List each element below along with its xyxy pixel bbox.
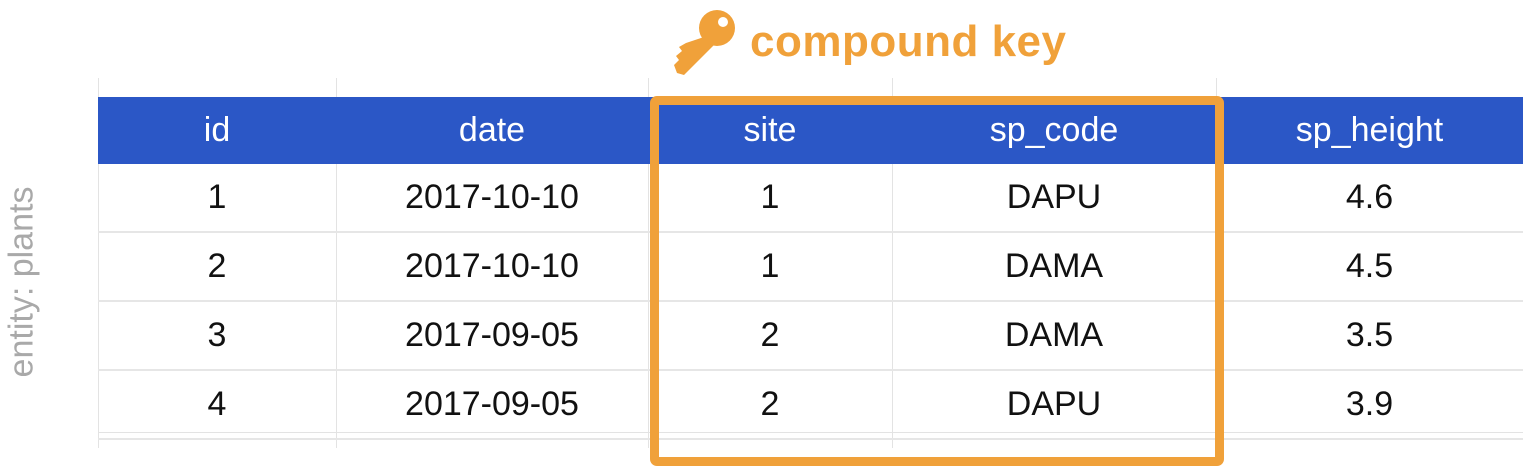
cell-date: 2017-09-05: [336, 370, 648, 440]
cell-id: 1: [98, 164, 336, 233]
cell-site: 2: [648, 301, 892, 371]
column-header: date: [336, 97, 648, 164]
cell-date: 2017-10-10: [336, 164, 648, 233]
cell-sp-height: 4.6: [1216, 164, 1523, 233]
cell-sp-code: DAMA: [892, 232, 1216, 302]
cell-sp-code: DAMA: [892, 301, 1216, 371]
cell-sp-height: 3.9: [1216, 370, 1523, 440]
cell-site: 1: [648, 232, 892, 302]
column-header: site: [648, 97, 892, 164]
cell-sp-code: DAPU: [892, 164, 1216, 233]
cell-site: 2: [648, 370, 892, 440]
cell-id: 4: [98, 370, 336, 440]
compound-key-highlight: [650, 96, 1224, 466]
cell-id: 2: [98, 232, 336, 302]
table-row: 2 2017-10-10 1 DAMA 4.5: [98, 232, 1523, 302]
column-header: id: [98, 97, 336, 164]
table-row: 3 2017-09-05 2 DAMA 3.5: [98, 301, 1523, 371]
table-row: 4 2017-09-05 2 DAPU 3.9: [98, 370, 1523, 440]
table-row: 1 2017-10-10 1 DAPU 4.6: [98, 164, 1523, 233]
header-row: id date site sp_code sp_height: [98, 97, 1523, 164]
column-header: sp_height: [1216, 97, 1523, 164]
cell-site: 1: [648, 164, 892, 233]
column-header: sp_code: [892, 97, 1216, 164]
key-icon: [674, 10, 735, 75]
entity-label-text: entity: plants: [2, 186, 41, 378]
cell-date: 2017-10-10: [336, 232, 648, 302]
cell-date: 2017-09-05: [336, 301, 648, 371]
cell-id: 3: [98, 301, 336, 371]
plants-table: id date site sp_code sp_height 1 2017-10…: [98, 97, 1523, 440]
compound-key-title: compound key: [662, 6, 1067, 78]
cell-sp-height: 4.5: [1216, 232, 1523, 302]
cell-sp-height: 3.5: [1216, 301, 1523, 371]
compound-key-label: compound key: [750, 17, 1067, 66]
cell-sp-code: DAPU: [892, 370, 1216, 440]
